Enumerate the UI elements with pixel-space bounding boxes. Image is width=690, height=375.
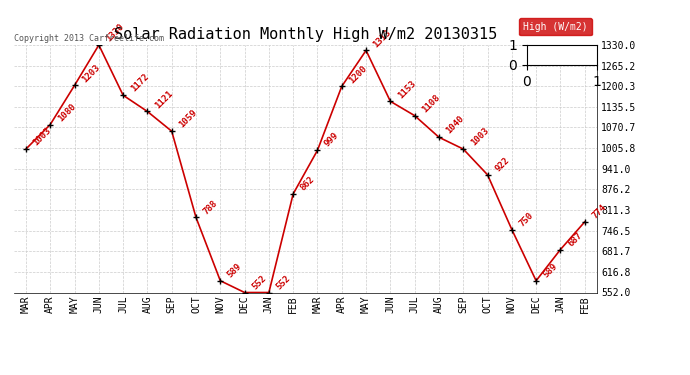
Text: 552: 552 bbox=[275, 273, 292, 291]
Text: 774: 774 bbox=[590, 203, 608, 220]
Text: 1200: 1200 bbox=[347, 63, 369, 85]
Title: Solar Radiation Monthly High W/m2 20130315: Solar Radiation Monthly High W/m2 201303… bbox=[114, 27, 497, 42]
Text: 1330: 1330 bbox=[104, 22, 126, 44]
Text: 552: 552 bbox=[250, 273, 268, 291]
Text: 589: 589 bbox=[542, 262, 560, 279]
Text: 1172: 1172 bbox=[128, 72, 150, 94]
Text: 862: 862 bbox=[299, 175, 317, 192]
Text: 1153: 1153 bbox=[396, 78, 417, 100]
Text: 1313: 1313 bbox=[372, 27, 393, 49]
Text: 687: 687 bbox=[566, 230, 584, 248]
Text: 1059: 1059 bbox=[177, 108, 199, 130]
Text: 1040: 1040 bbox=[444, 114, 466, 136]
Text: 1080: 1080 bbox=[56, 102, 77, 123]
Legend: High (W/m2): High (W/m2) bbox=[519, 18, 592, 36]
Text: 1003: 1003 bbox=[32, 126, 53, 148]
Text: 1121: 1121 bbox=[153, 88, 175, 110]
Text: 1203: 1203 bbox=[80, 63, 101, 84]
Text: 788: 788 bbox=[201, 198, 219, 216]
Text: 999: 999 bbox=[323, 131, 341, 149]
Text: Copyright 2013 Carfreelife.com: Copyright 2013 Carfreelife.com bbox=[14, 34, 164, 43]
Text: 750: 750 bbox=[518, 210, 535, 228]
Text: 1108: 1108 bbox=[420, 93, 442, 114]
Text: 922: 922 bbox=[493, 156, 511, 173]
Text: 1003: 1003 bbox=[469, 126, 491, 148]
Text: 589: 589 bbox=[226, 262, 244, 279]
